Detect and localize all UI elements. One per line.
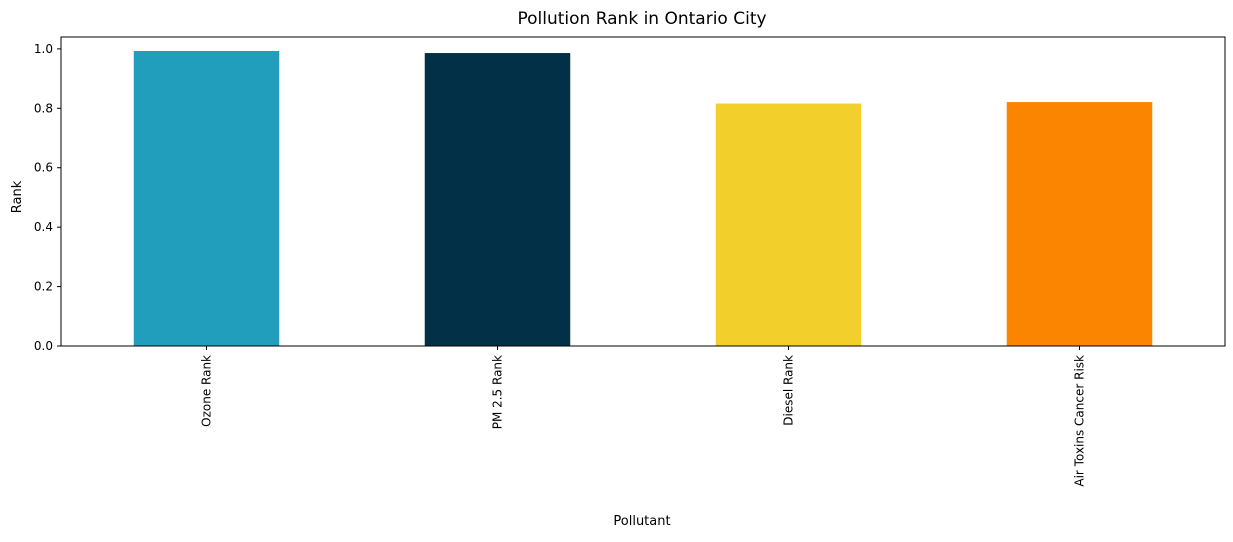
x-tick-label: PM 2.5 Rank bbox=[491, 355, 505, 429]
y-axis-ticks: 0.0 0.2 0.4 0.6 0.8 1.0 bbox=[34, 42, 61, 353]
y-axis-label: Rank bbox=[10, 180, 25, 213]
chart-title: Pollution Rank in Ontario City bbox=[517, 9, 766, 29]
x-axis-ticks: Ozone Rank PM 2.5 Rank Diesel Rank Air Toxi… bbox=[200, 346, 1087, 487]
y-tick-label: 0.6 bbox=[34, 161, 53, 175]
bar-0 bbox=[133, 50, 280, 347]
bars-layer bbox=[133, 50, 1153, 347]
x-tick-label: Ozone Rank bbox=[200, 355, 214, 427]
bar-3 bbox=[1006, 102, 1153, 346]
y-tick-label: 0.4 bbox=[34, 220, 53, 234]
x-tick-label: Diesel Rank bbox=[782, 355, 796, 426]
y-tick-label: 1.0 bbox=[34, 42, 53, 56]
y-tick-label: 0.2 bbox=[34, 280, 53, 294]
plot-frame bbox=[60, 36, 1226, 347]
x-tick-label: Air Toxins Cancer Risk bbox=[1073, 355, 1087, 487]
x-axis-label: Pollutant bbox=[613, 514, 670, 529]
bar-2 bbox=[715, 103, 862, 346]
y-tick-label: 0.0 bbox=[34, 339, 53, 353]
y-tick-label: 0.8 bbox=[34, 101, 53, 115]
bar-1 bbox=[424, 53, 571, 347]
